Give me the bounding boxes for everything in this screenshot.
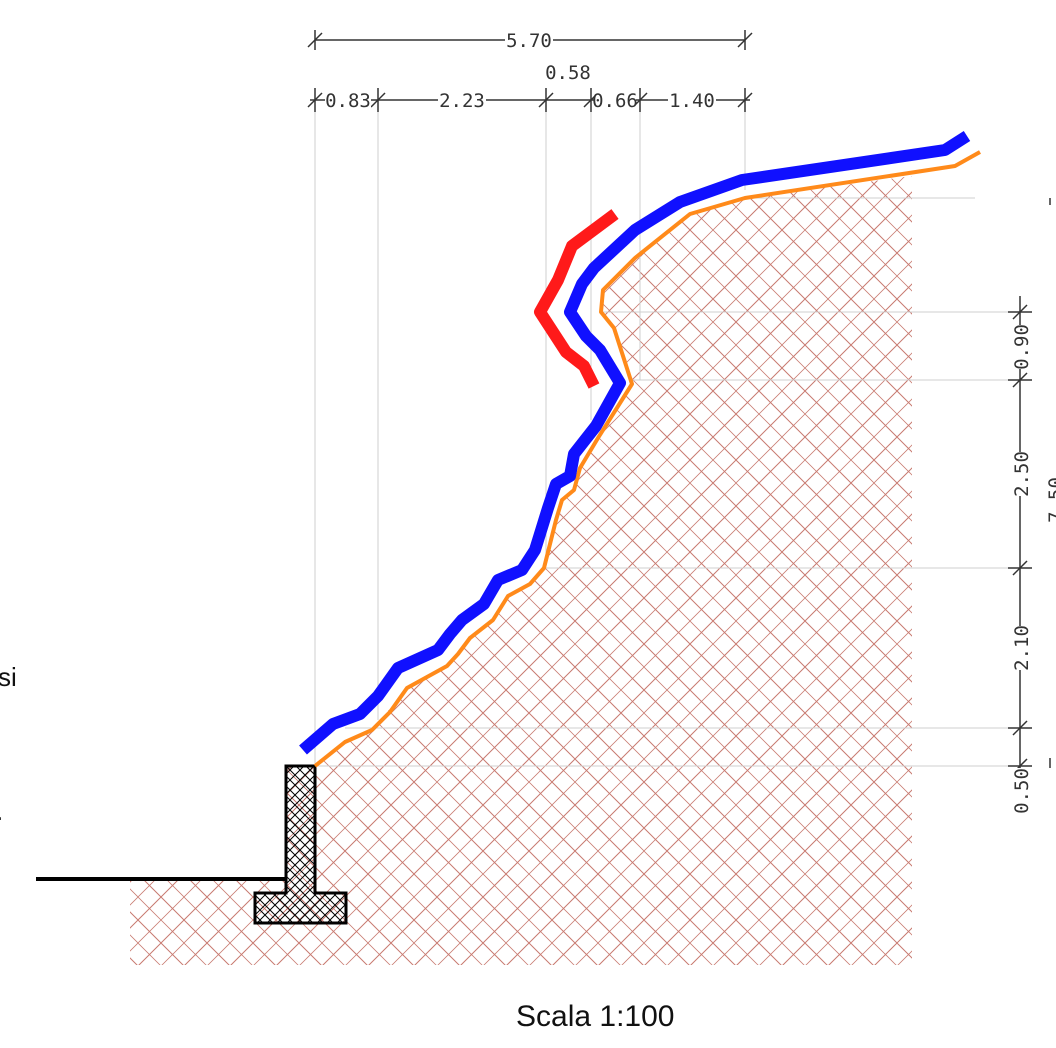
left-edge-text-2: . bbox=[0, 796, 3, 827]
dim-seg-1: 0.83 bbox=[325, 90, 371, 112]
left-edge-text-1: si bbox=[0, 662, 17, 693]
dim-top-small: 0.58 bbox=[545, 62, 591, 84]
dim-seg-3: 0.66 bbox=[592, 90, 638, 112]
scale-label: Scala 1:100 bbox=[516, 1000, 674, 1034]
dim-seg-2: 2.23 bbox=[439, 90, 485, 112]
dim-right-2: 2.50 bbox=[1011, 451, 1033, 497]
dim-right-4: 0.50 bbox=[1011, 768, 1033, 814]
dim-seg-4: 1.40 bbox=[669, 90, 715, 112]
dim-top-total: 5.70 bbox=[506, 30, 552, 52]
dim-right-3: 2.10 bbox=[1011, 625, 1033, 671]
right-dimension-labels: 0.90 2.50 2.10 0.50 7.50 bbox=[1008, 324, 1056, 814]
dim-right-total-partial: 7.50 bbox=[1045, 477, 1056, 523]
dim-right-1: 0.90 bbox=[1011, 324, 1033, 370]
